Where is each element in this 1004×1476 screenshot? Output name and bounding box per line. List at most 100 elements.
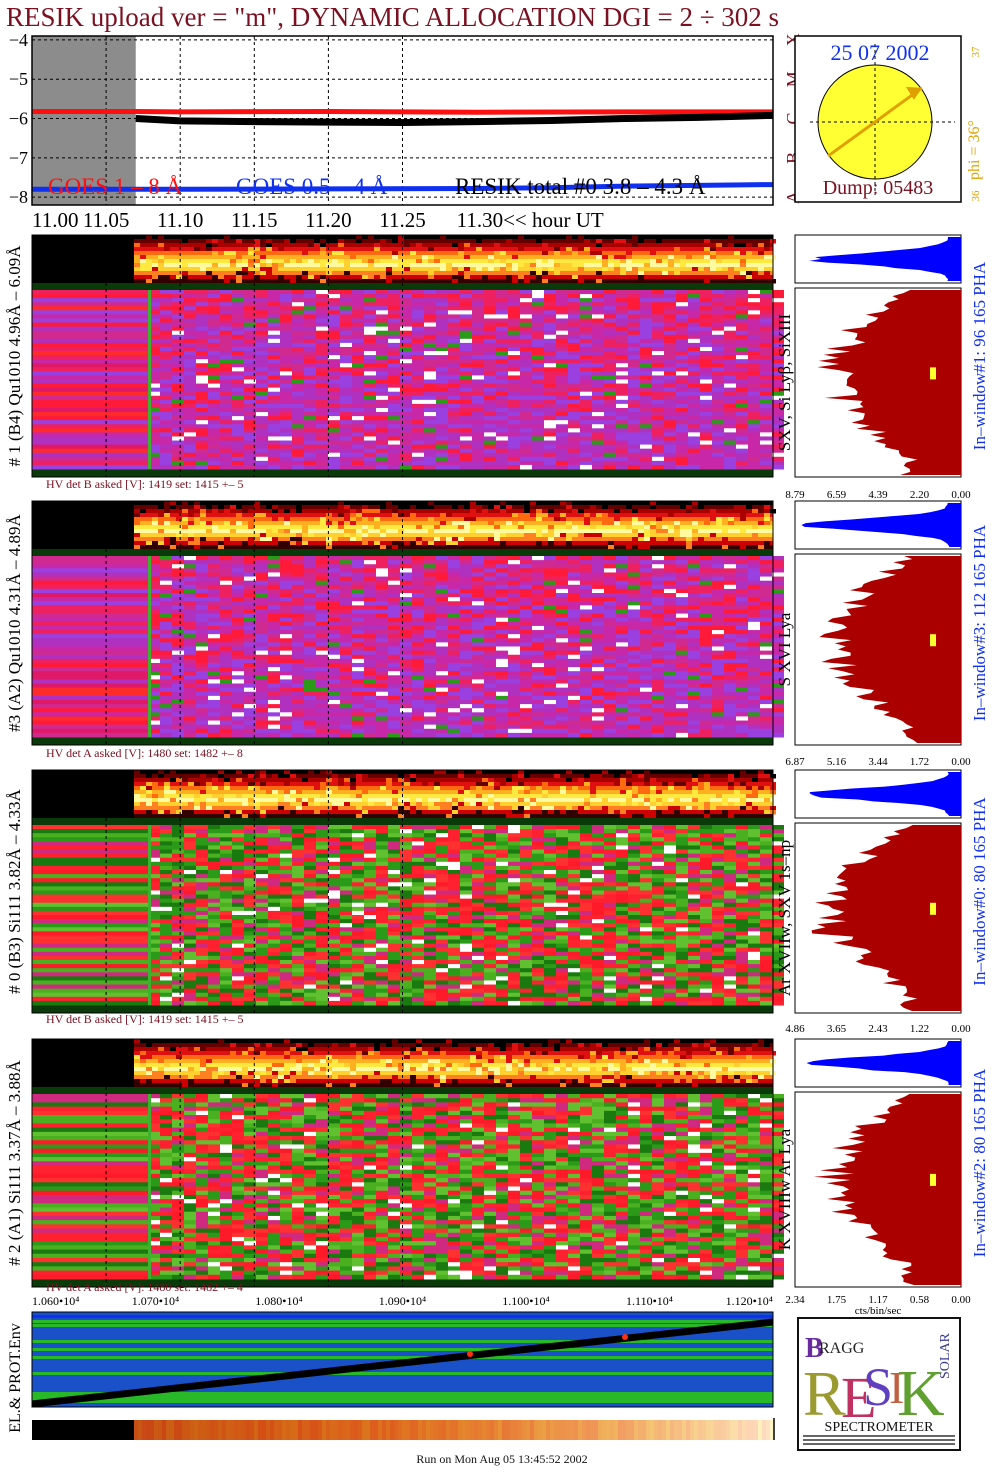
panel-heatmap-cell — [580, 363, 592, 368]
panel-heatmap-cell — [520, 383, 532, 389]
panel-top-strip-cell — [752, 529, 758, 534]
panel-heatmap-cell — [340, 371, 352, 376]
panel-heatmap-cell — [724, 428, 736, 433]
panel-top-strip-cell — [248, 271, 254, 276]
panel-heatmap-cell — [568, 564, 580, 569]
panel-heatmap-cell — [268, 444, 280, 450]
panel-top-strip-cell — [476, 259, 482, 264]
panel-heatmap-cell — [352, 464, 364, 470]
panel-heatmap-cell — [448, 605, 460, 610]
panel-heatmap-cell — [196, 326, 208, 332]
panel-heatmap-cell — [628, 675, 640, 680]
panel-heatmap-cell — [700, 351, 712, 356]
panel-top-strip-cell — [362, 517, 368, 522]
panel-heatmap-cell — [172, 379, 184, 385]
panel-heatmap-cell — [244, 375, 256, 380]
panel-heatmap-cell — [724, 399, 736, 405]
panel-heatmap-cell — [568, 584, 580, 590]
panel-heatmap-cell — [304, 460, 316, 466]
panel-heatmap-cell — [712, 302, 724, 307]
panel-heatmap-cell — [460, 642, 472, 647]
panel-heatmap-cell — [556, 646, 568, 652]
panel-heatmap-cell — [268, 298, 280, 303]
panel-heatmap-cell — [556, 667, 568, 672]
panel-top-strip-cell — [320, 533, 326, 538]
panel-heatmap-cell — [700, 667, 712, 672]
panel-heatmap-cell — [232, 416, 244, 421]
panel-heatmap-cell — [568, 440, 580, 446]
panel-heatmap-cell — [436, 613, 448, 619]
panel-heatmap-cell — [664, 334, 676, 340]
panel-heatmap-cell — [472, 654, 484, 660]
panel-top-strip-cell — [446, 541, 452, 546]
panel-heatmap-cell — [148, 564, 160, 569]
panel-heatmap-cell — [544, 342, 556, 348]
panel-heatmap-cell — [664, 310, 676, 315]
panel-heatmap-cell — [640, 334, 652, 340]
panel-heatmap-cell — [208, 440, 220, 446]
panel-heatmap-cell — [352, 310, 364, 315]
panel-heatmap-cell — [664, 662, 676, 668]
panel-top-strip-cell — [362, 509, 368, 514]
panel-heatmap-cell — [424, 593, 436, 598]
panel-heatmap-cell — [208, 387, 220, 393]
panel-heatmap-cell — [316, 342, 328, 348]
panel-heatmap-cell — [724, 432, 736, 437]
panel-heatmap-cell — [352, 654, 364, 660]
panel-top-strip-cell — [284, 239, 290, 244]
panel-heatmap-cell — [736, 662, 748, 668]
panel-heatmap-cell — [304, 407, 316, 413]
panel-heatmap-cell — [268, 314, 280, 319]
panel-heatmap-cell — [508, 403, 520, 409]
panel-heatmap-cell — [736, 436, 748, 442]
panel-heatmap-cell — [676, 290, 688, 295]
panel-heatmap-cell — [148, 355, 160, 360]
spectral-panel-p3: HV det A asked [V]: 1480 set: 1482 +– 8#… — [5, 500, 989, 768]
panel-heatmap-cell — [460, 318, 472, 324]
panel-top-strip-cell — [374, 509, 380, 514]
panel-heatmap-cell — [268, 432, 280, 437]
panel-heatmap-cell — [532, 306, 544, 311]
panel-heatmap-cell — [772, 290, 784, 295]
lightcurve-legend-entry: GOES 0.5 – 4 Å — [236, 174, 388, 199]
panel-heatmap-cell — [688, 412, 700, 417]
panel-heatmap-cell — [160, 363, 172, 368]
panel-heatmap-cell — [412, 375, 424, 380]
panel-heatmap-cell — [736, 367, 748, 372]
panel-top-strip-cell — [440, 235, 446, 240]
panel-heatmap-cell — [352, 460, 364, 466]
panel-heatmap-cell — [340, 355, 352, 360]
panel-heatmap-cell — [400, 460, 412, 466]
panel-heatmap-cell — [364, 646, 376, 652]
panel-heatmap-cell — [592, 428, 604, 433]
panel-heatmap-cell — [484, 379, 496, 385]
panel-heatmap-cell — [664, 338, 676, 344]
panel-heatmap-cell — [580, 391, 592, 397]
panel-heatmap-cell — [664, 306, 676, 311]
panel-heatmap-cell — [304, 375, 316, 380]
panel-heatmap-cell — [352, 625, 364, 631]
panel-top-strip-cell — [542, 251, 548, 256]
panel-heatmap-cell — [424, 326, 436, 332]
panel-top-strip-cell — [482, 275, 488, 280]
panel-top-strip-cell — [158, 505, 164, 510]
panel-heatmap-cell — [148, 412, 160, 417]
panel-top-strip-cell — [200, 247, 206, 252]
panel-heatmap-cell — [688, 452, 700, 458]
panel-heatmap-cell — [508, 342, 520, 348]
panel-heatmap-cell — [208, 452, 220, 458]
panel-heatmap-cell — [568, 391, 580, 397]
panel-heatmap-cell — [472, 452, 484, 458]
panel-heatmap-cell — [172, 290, 184, 295]
panel-heatmap-cell — [496, 662, 508, 668]
panel-heatmap-left-row — [32, 367, 148, 372]
panel-heatmap-cell — [520, 613, 532, 619]
panel-heatmap-cell — [580, 560, 592, 565]
panel-heatmap-cell — [616, 412, 628, 417]
panel-heatmap-cell — [772, 318, 784, 324]
panel-heatmap-cell — [280, 580, 292, 586]
panel-heatmap-cell — [268, 642, 280, 647]
panel-heatmap-cell — [292, 456, 304, 462]
panel-heatmap-cell — [640, 448, 652, 454]
panel-heatmap-cell — [484, 634, 496, 639]
